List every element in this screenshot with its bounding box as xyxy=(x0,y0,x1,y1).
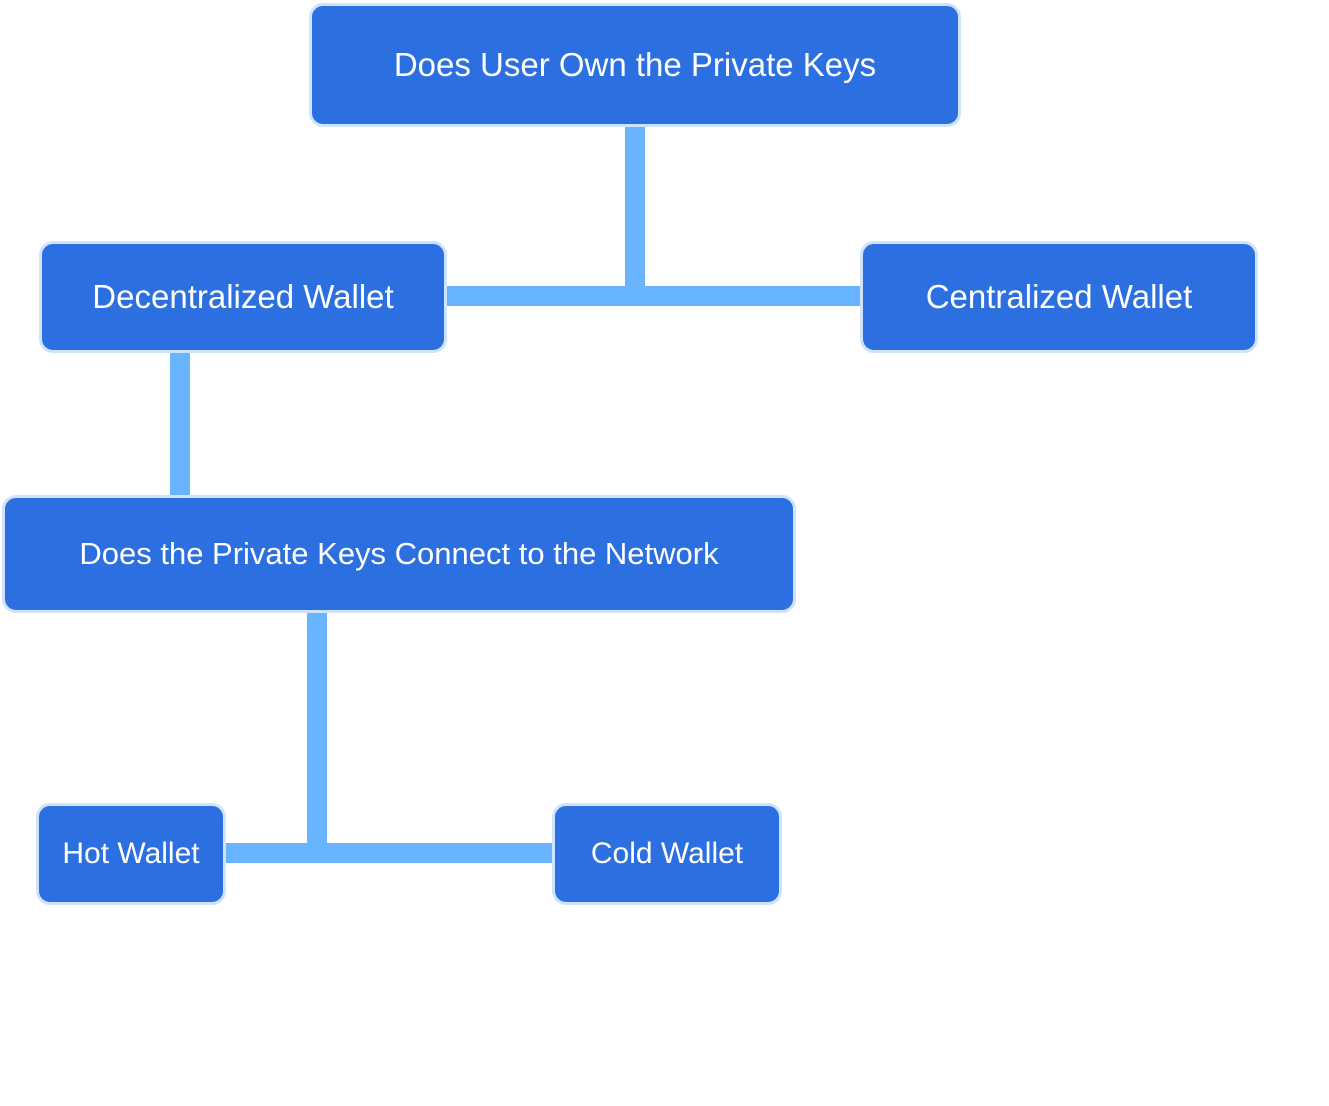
edge-decentralized-down xyxy=(170,353,190,495)
flowchart-canvas: Does User Own the Private Keys Decentral… xyxy=(0,0,1329,1106)
node-decentralized-wallet: Decentralized Wallet xyxy=(39,241,447,353)
edge-networkq-split xyxy=(226,843,552,863)
edge-root-down xyxy=(625,127,645,286)
node-root: Does User Own the Private Keys xyxy=(309,3,961,127)
edge-root-split xyxy=(447,286,860,306)
node-network-question: Does the Private Keys Connect to the Net… xyxy=(2,495,796,613)
node-centralized-wallet: Centralized Wallet xyxy=(860,241,1258,353)
node-hot-wallet: Hot Wallet xyxy=(36,803,226,905)
node-cold-wallet: Cold Wallet xyxy=(552,803,782,905)
edge-networkq-down xyxy=(307,613,327,853)
